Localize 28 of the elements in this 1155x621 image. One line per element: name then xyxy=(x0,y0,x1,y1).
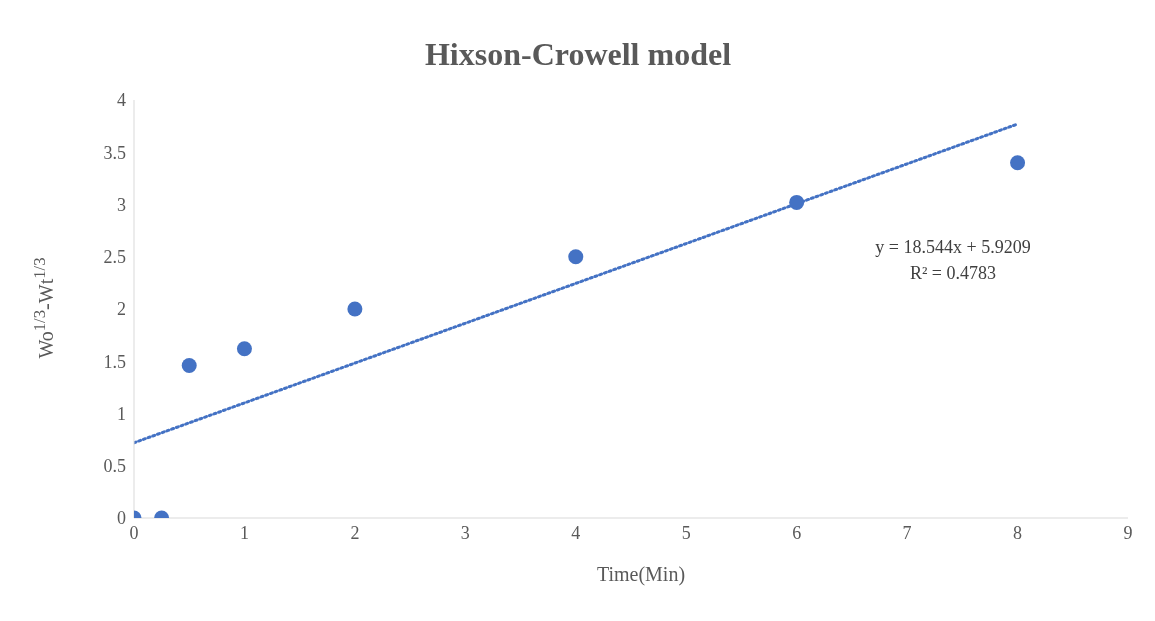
x-tick-label: 3 xyxy=(460,522,470,543)
point xyxy=(789,194,805,210)
y-tick-label: 2 xyxy=(117,299,126,320)
y-tick-label: 3.5 xyxy=(103,142,126,163)
x-axis-title: Time(Min) xyxy=(595,563,687,586)
point xyxy=(181,357,197,373)
annotation: y = 18.544x + 5.9209 xyxy=(874,236,1032,259)
x-tick-label: 1 xyxy=(239,522,249,543)
point xyxy=(236,341,252,357)
y-tick-label: 1.5 xyxy=(103,351,126,372)
x-tick-label: 8 xyxy=(1013,522,1023,543)
point xyxy=(1010,155,1026,171)
y-tick-label: 0 xyxy=(117,508,126,529)
x-tick-label: 5 xyxy=(681,522,691,543)
annotation: R² = 0.4783 xyxy=(908,262,998,285)
x-tick-label: 7 xyxy=(902,522,912,543)
y-tick-label: 2.5 xyxy=(103,247,126,268)
y-tick-label: 0.5 xyxy=(103,456,126,477)
y-tick-label: 3 xyxy=(117,194,126,215)
x-tick-label: 9 xyxy=(1123,522,1133,543)
x-tick-label: 2 xyxy=(350,522,360,543)
x-tick-label: 6 xyxy=(792,522,802,543)
point xyxy=(347,301,363,317)
x-tick-label: 4 xyxy=(571,522,581,543)
point xyxy=(568,249,584,265)
y-tick-label: 4 xyxy=(117,90,126,111)
chart-title: Hixson-Crowell model xyxy=(423,36,733,73)
y-tick-label: 1 xyxy=(117,403,126,424)
